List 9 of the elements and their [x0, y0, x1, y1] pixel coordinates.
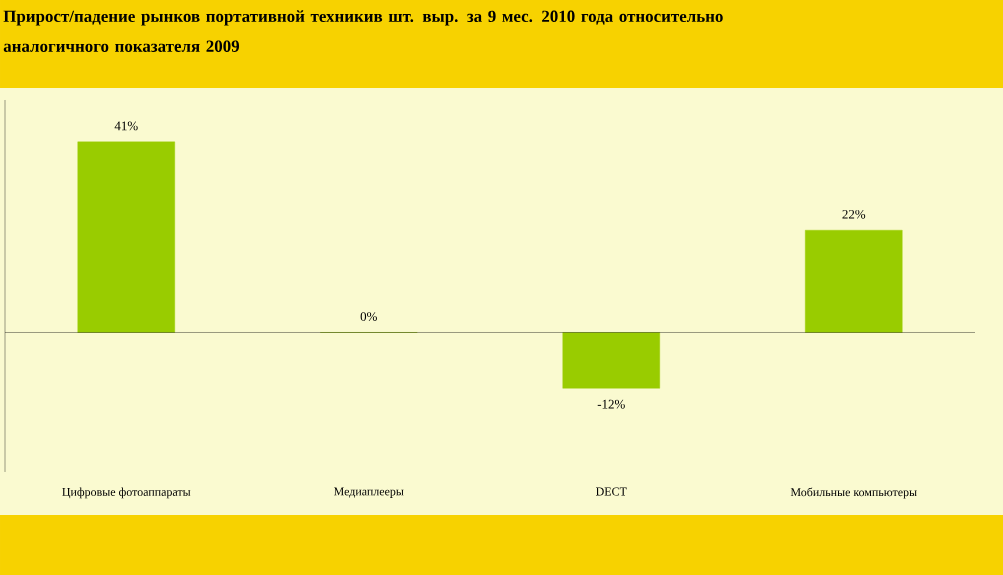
- chart-title: Прирост/падение рынков портативной техникив шт. выр. за 9 мес. 2010 года относительно аналогичного показателя 2009: [3, 10, 723, 52]
- x-tick-label: Медиаплееры: [333, 487, 404, 498]
- data-label: 0%: [360, 312, 377, 321]
- x-tick-label: DECT: [596, 487, 627, 496]
- x-tick-label: Цифровые фотоаппараты: [62, 487, 191, 499]
- data-label: -12%: [597, 399, 625, 409]
- data-label: 41%: [114, 121, 138, 131]
- data-label: 22%: [842, 209, 866, 219]
- x-tick-label: Мобильные компьютеры: [790, 487, 917, 499]
